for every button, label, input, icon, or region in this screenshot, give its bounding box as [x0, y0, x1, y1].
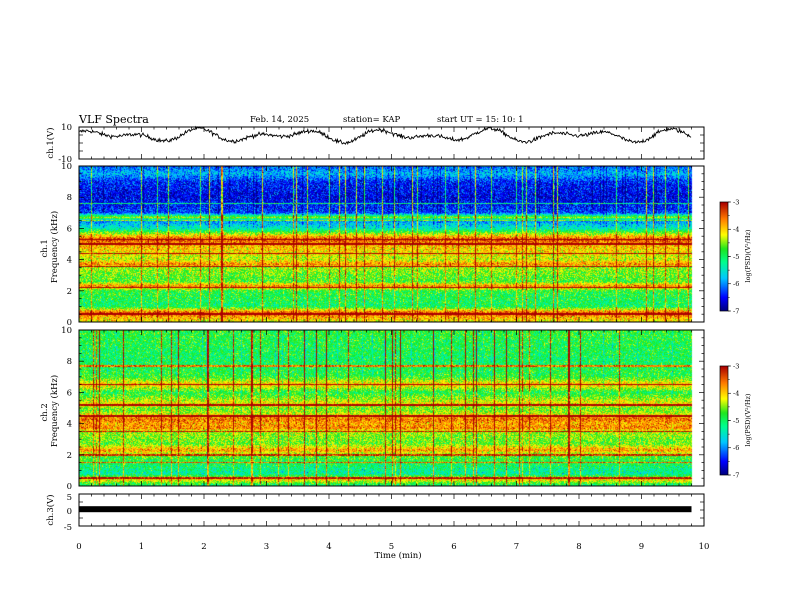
date-label: Feb. 14, 2025 — [250, 115, 309, 125]
ch2-colorbar-label: log(PSD)(V²/Hz) — [744, 393, 752, 446]
ch3-waveform-ticks — [78, 493, 705, 527]
ch1-ytick-top: 10 — [61, 123, 72, 133]
ch2-colorbar-gradient — [720, 366, 728, 475]
colorbar-tick-label: -7 — [733, 471, 739, 479]
ch1-colorbar-label: log(PSD)(V²/Hz) — [744, 229, 752, 282]
freq-tick-label: 8 — [67, 193, 72, 203]
ch1-spectrogram-ylabel: ch.1 Frequency (kHz) — [40, 211, 60, 283]
freq-tick-label: 2 — [67, 451, 72, 461]
time-xlabel: Time (min) — [374, 550, 421, 561]
ch1-waveform-panel: 10 -10 ch.1(V) — [45, 123, 705, 165]
colorbar-tick-label: -6 — [733, 280, 739, 288]
colorbar-tick-label: -4 — [733, 226, 739, 234]
ch1-spectrogram-ytick-labels: 0 2 4 6 8 10 — [61, 162, 72, 328]
freq-tick-label: 4 — [67, 256, 72, 266]
time-tick-label: 4 — [326, 542, 331, 552]
ch1-waveform-ylabel: ch.1(V) — [45, 127, 56, 158]
ch1-spectrogram-image — [79, 166, 704, 322]
colorbar-tick-label: -6 — [733, 444, 739, 452]
ch1-colorbar-ticks: -3 -4 -5 -6 -7 — [728, 198, 739, 315]
colorbar-tick-label: -3 — [733, 362, 739, 370]
time-tick-label: 8 — [576, 542, 581, 552]
colorbar-tick-label: -7 — [733, 307, 739, 315]
freq-tick-label: 10 — [61, 162, 72, 172]
freq-tick-label: 2 — [67, 287, 72, 297]
ch1-colorbar-gradient — [720, 202, 728, 311]
ch1-colorbar: -3 -4 -5 -6 -7 log(PSD)(V²/Hz) — [719, 198, 752, 315]
colorbar-tick-label: -4 — [733, 390, 739, 398]
time-tick-label: 9 — [639, 542, 644, 552]
start-time-label: start UT = 15: 10: 1 — [437, 115, 524, 125]
ch2-spectrogram-image — [79, 330, 704, 486]
ch2-spectrogram-ticks — [78, 329, 705, 487]
ch1-spectrogram-ticks — [78, 165, 705, 323]
time-tick-label: 6 — [451, 542, 456, 552]
freq-tick-label: 6 — [67, 224, 72, 234]
figure-title: VLF Spectra — [78, 113, 149, 126]
time-tick-label: 1 — [139, 542, 144, 552]
freq-tick-label: 4 — [67, 420, 72, 430]
ch2-colorbar: -3 -4 -5 -6 -7 log(PSD)(V²/Hz) — [719, 362, 752, 479]
freq-tick-label: 8 — [67, 357, 72, 367]
ch1-spectrogram-panel: 0 2 4 6 8 10 ch.1 Frequency (kHz) — [40, 162, 705, 328]
station-label: station= KAP — [343, 115, 401, 125]
ch1-waveform-line — [79, 125, 692, 146]
ch1-spectrogram-ylabel-line2: Frequency (kHz) — [49, 211, 60, 283]
colorbar-tick-label: -5 — [733, 417, 739, 425]
freq-tick-label: 6 — [67, 388, 72, 398]
time-xtick-labels: 0 1 2 3 4 5 6 7 8 9 10 — [76, 542, 709, 552]
ch2-colorbar-ticks: -3 -4 -5 -6 -7 — [728, 362, 739, 479]
ch3-waveform-ylabel: ch.3(V) — [45, 494, 56, 525]
ch2-spectrogram-ylabel-line2: Frequency (kHz) — [49, 375, 60, 447]
ch1-waveform-ticks — [78, 126, 705, 160]
ch3-ytick-mid: 0 — [67, 507, 72, 517]
ch2-spectrogram-panel: 0 2 4 6 8 10 ch.2 Frequency (kHz) — [40, 326, 705, 492]
colorbar-tick-label: -5 — [733, 253, 739, 261]
ch3-ytick-top: 5 — [67, 493, 72, 503]
ch2-spectrogram-ytick-labels: 0 2 4 6 8 10 — [61, 326, 72, 492]
freq-tick-label: 0 — [67, 482, 72, 492]
ch1-spectrogram-ylabel-line1: ch.1 — [40, 239, 50, 257]
ch3-ytick-bottom: -5 — [64, 523, 72, 533]
freq-tick-label: 10 — [61, 326, 72, 336]
time-tick-label: 5 — [389, 542, 394, 552]
time-tick-label: 10 — [699, 542, 710, 552]
ch2-spectrogram-ylabel-line1: ch.2 — [40, 403, 50, 421]
time-tick-label: 0 — [76, 542, 81, 552]
ch1-ytick-bottom: -10 — [58, 155, 72, 165]
time-tick-label: 7 — [514, 542, 519, 552]
freq-tick-label: 0 — [67, 318, 72, 328]
colorbar-tick-label: -3 — [733, 198, 739, 206]
ch2-spectrogram-ylabel: ch.2 Frequency (kHz) — [40, 375, 60, 447]
time-tick-label: 2 — [201, 542, 206, 552]
ch3-signal-trace — [79, 506, 692, 513]
time-tick-label: 3 — [264, 542, 269, 552]
ch3-waveform-panel: 5 0 -5 ch.3(V) 0 1 2 3 4 5 6 7 8 9 10 Time (min) — [45, 493, 709, 561]
